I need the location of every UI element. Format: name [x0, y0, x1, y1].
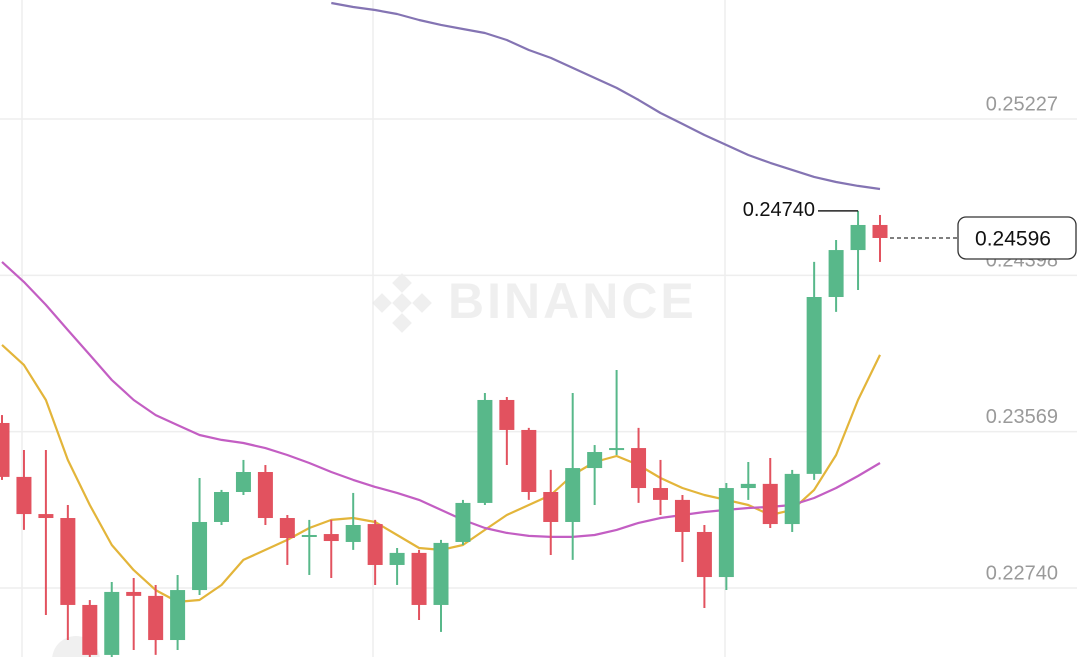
candle-body: [323, 534, 339, 542]
candle-body: [235, 472, 251, 492]
candle-body: [104, 591, 120, 655]
candle-body: [257, 472, 273, 519]
candle-body: [653, 488, 668, 500]
moving-average-line: [331, 1, 881, 191]
candle-body: [455, 502, 471, 542]
y-tick-label: 0.25227: [986, 93, 1058, 115]
candle-body: [543, 491, 559, 522]
candle-body: [301, 534, 317, 537]
candle-body: [367, 524, 383, 565]
y-tick-label: 0.22740: [986, 562, 1058, 584]
candle-body: [16, 476, 32, 515]
y-tick-label: 0.23569: [986, 406, 1058, 428]
candle-body: [762, 483, 778, 525]
candle-body: [850, 224, 866, 251]
candle-body: [565, 468, 581, 522]
candle-body: [214, 491, 229, 522]
max-label: 0.24740: [743, 199, 815, 221]
candle-body: [609, 448, 625, 451]
candle-body: [587, 452, 603, 469]
candle-body: [60, 518, 76, 605]
candle-body: [499, 399, 515, 430]
candle-body: [806, 297, 822, 474]
candle-body: [718, 488, 734, 578]
candle-body: [0, 422, 10, 477]
candle-body: [696, 531, 712, 578]
candle-body: [872, 224, 888, 238]
watermark: BINANCE: [372, 273, 697, 333]
candle-body: [433, 542, 449, 605]
candle-body: [740, 483, 756, 489]
candle-body: [82, 604, 98, 655]
candle-body: [279, 518, 295, 539]
candle-body: [521, 429, 537, 492]
candle-body: [38, 514, 54, 519]
candle-body: [828, 250, 844, 298]
candle-body: [674, 499, 690, 532]
candle-body: [389, 552, 405, 565]
candle-body: [411, 552, 427, 605]
candle-body: [784, 473, 800, 525]
last-price-box: [957, 216, 1077, 260]
candle-body: [170, 590, 186, 641]
candle-body: [192, 521, 208, 591]
last-price-label: 0.24596: [975, 228, 1051, 251]
candle-body: [631, 448, 647, 489]
candle-body: [345, 524, 361, 542]
candle-body: [477, 399, 493, 503]
watermark-logo: [372, 273, 432, 333]
watermark-text: BINANCE: [448, 273, 697, 329]
candle-body: [126, 591, 142, 596]
candle-body: [148, 595, 164, 641]
